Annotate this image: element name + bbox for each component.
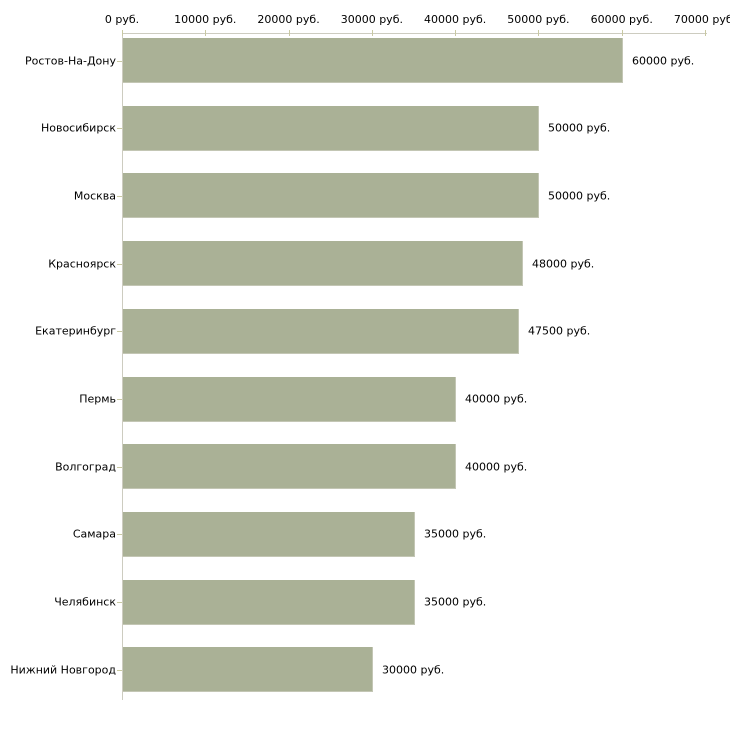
category-label: Москва [73,189,116,203]
category-label: Красноярск [48,257,116,271]
bar-value-label: 60000 руб. [632,54,695,67]
category-tick [117,602,122,604]
x-axis-tick [705,30,706,36]
x-axis-tick [288,30,290,36]
bar [123,444,456,490]
bar [123,376,456,422]
x-axis-tick-label: 20000 руб. [257,13,320,26]
bar-value-label: 47500 руб. [528,324,591,338]
x-axis-tick [122,30,123,36]
category-label: Ростов-На-Дону [24,54,116,67]
category-label: Челябинск [54,595,116,609]
bar [123,511,415,557]
category-tick [117,534,122,536]
x-axis-tick-label: 40000 руб. [424,13,487,26]
category-label: Новосибирск [40,121,116,135]
x-axis-tick [455,30,457,36]
x-axis-tick [205,30,207,36]
x-axis-tick-label: 30000 руб. [340,13,403,26]
category-label: Нижний Новгород [10,663,116,677]
x-axis-tick-label: 10000 руб. [174,13,237,26]
bar [123,579,415,625]
x-axis-line [122,33,707,34]
x-axis-tick [371,30,373,36]
category-tick [117,195,122,197]
bar-value-label: 40000 руб. [465,392,528,406]
x-axis-tick-label: 70000 руб. [673,13,730,26]
category-tick [117,399,122,400]
category-tick [117,331,122,333]
bar [123,647,373,693]
category-label: Екатеринбург [35,324,116,338]
bar-value-label: 40000 руб. [465,460,528,474]
x-axis-tick-label: 50000 руб. [507,13,570,26]
bar-value-label: 30000 руб. [382,663,445,677]
bar [123,308,519,354]
category-tick [117,466,122,468]
x-axis-tick-label: 0 руб. [104,13,140,26]
bar [123,241,523,287]
category-label: Самара [72,527,116,541]
bar-value-label: 35000 руб. [424,527,487,541]
category-label: Волгоград [55,460,116,474]
bar [123,105,539,151]
category-tick [117,263,122,265]
bar-value-label: 35000 руб. [424,595,487,609]
bar [123,173,539,219]
category-label: Пермь [79,392,116,406]
x-axis-tick [621,30,623,36]
bar-value-label: 50000 руб. [548,189,611,203]
y-axis-line [122,33,123,700]
x-axis-tick [538,30,540,36]
bar-value-label: 48000 руб. [532,257,595,271]
category-tick [117,60,122,62]
x-axis-tick-label: 60000 руб. [590,13,653,26]
bar-value-label: 50000 руб. [548,121,611,135]
category-tick [117,128,122,130]
bar [123,38,623,83]
category-tick [117,669,122,671]
